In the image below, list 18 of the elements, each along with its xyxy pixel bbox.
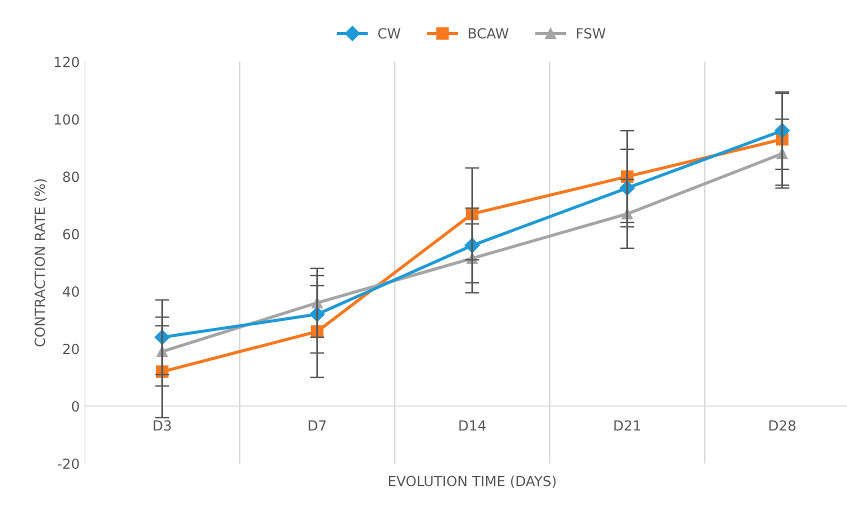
y-tick-label: 20	[63, 344, 79, 354]
y-tick-label: 40	[62, 286, 79, 297]
legend-label: CW	[378, 28, 400, 39]
x-tick-label: D3	[154, 420, 171, 431]
x-tick-label: D7	[308, 420, 326, 431]
legend-label: BCAW	[468, 28, 508, 39]
x-tick-label: D28	[769, 420, 796, 431]
x-tick-label: D14	[459, 420, 486, 431]
x-axis-title: EVOLUTION TIME (DAYS)	[388, 476, 556, 488]
y-tick-label: 120	[54, 56, 79, 68]
y-tick-label: 100	[54, 114, 79, 125]
y-tick-label: 80	[63, 172, 79, 182]
y-tick-label: 0	[72, 401, 79, 412]
y-tick-label: 60	[63, 228, 79, 240]
y-tick-label: -20	[58, 458, 79, 469]
y-axis-title: CONTRACTION RATE (%)	[34, 179, 47, 346]
legend-label: FSW	[576, 28, 606, 39]
x-tick-label: D21	[614, 420, 640, 431]
